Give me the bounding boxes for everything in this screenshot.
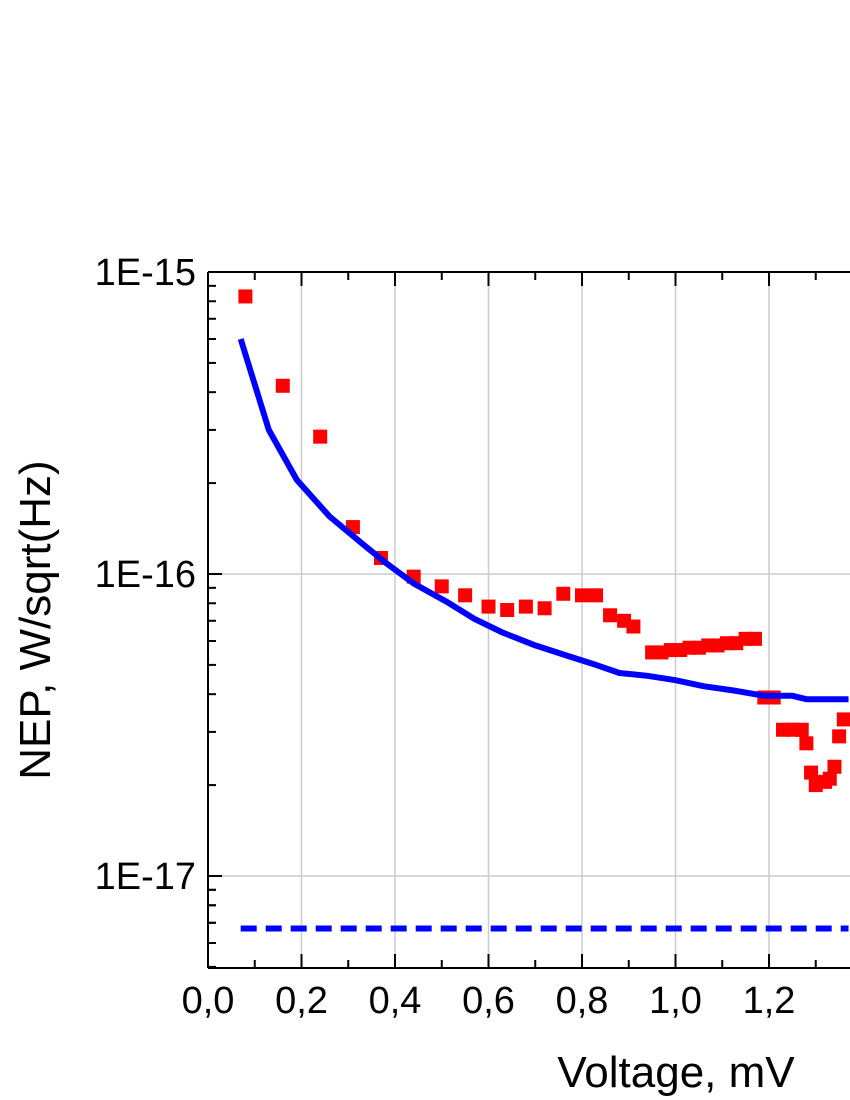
x-tick-label: 1,0 xyxy=(649,980,702,1022)
data-point xyxy=(827,759,842,774)
data-point xyxy=(500,602,515,617)
data-point xyxy=(313,429,328,444)
y-tick-label: 1E-16 xyxy=(95,554,196,596)
x-axis-title: Voltage, mV xyxy=(557,1048,795,1097)
data-point xyxy=(794,722,809,737)
data-point xyxy=(518,599,533,614)
plot-series xyxy=(237,289,850,932)
data-point xyxy=(275,378,290,393)
data-point xyxy=(481,599,496,614)
data-point xyxy=(799,736,814,751)
data-point xyxy=(458,588,473,603)
data-point xyxy=(589,588,604,603)
data-point xyxy=(575,588,589,603)
data-point xyxy=(238,289,253,304)
data-point xyxy=(804,765,819,780)
x-tick-label: 0,2 xyxy=(275,980,328,1022)
data-point xyxy=(556,586,571,601)
y-tick-label: 1E-17 xyxy=(95,856,196,898)
x-tick-label: 0,6 xyxy=(462,980,515,1022)
data-point xyxy=(822,771,837,786)
data-point xyxy=(603,608,618,623)
x-tick-label: 0,8 xyxy=(556,980,609,1022)
data-point xyxy=(836,712,850,727)
grid-lines xyxy=(208,272,850,968)
data-point xyxy=(537,601,552,616)
data-point xyxy=(832,729,847,744)
x-tick-label: 0,0 xyxy=(182,980,235,1022)
data-point xyxy=(747,631,762,646)
data-point xyxy=(434,579,449,594)
data-point xyxy=(626,619,641,634)
series-line xyxy=(237,338,849,703)
y-tick-label: 1E-15 xyxy=(95,252,196,294)
x-tick-label: 0,4 xyxy=(369,980,422,1022)
x-tick-label: 1,2 xyxy=(743,980,796,1022)
y-axis-title: NEP, W/sqrt(Hz) xyxy=(11,460,60,779)
